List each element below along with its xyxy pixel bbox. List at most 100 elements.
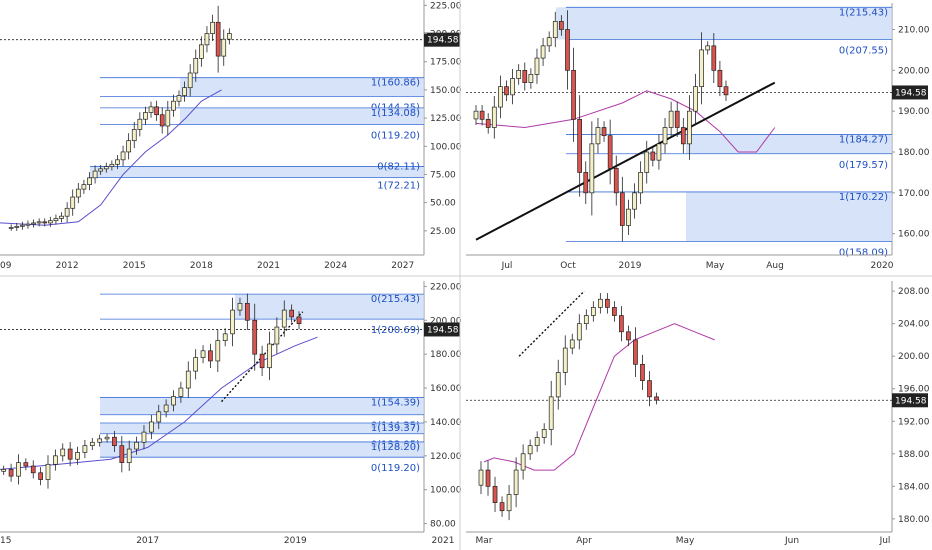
candle-body	[687, 110, 692, 145]
y-tick-label: 25.00	[430, 227, 456, 237]
candle-body	[516, 69, 522, 79]
candle-body	[97, 438, 103, 443]
fib-label: 1(139.37)	[371, 423, 420, 434]
y-tick-label: 175.00	[430, 58, 462, 68]
y-tick-label: 220.00	[430, 282, 462, 292]
candle-body	[607, 135, 613, 169]
candle-body	[226, 33, 232, 40]
current-price-label: 194.58	[895, 396, 927, 406]
candle-body	[632, 192, 637, 210]
candle-body	[513, 469, 519, 495]
y-tick-label: 160.00	[430, 384, 462, 394]
fib-label: 0(82.11)	[377, 161, 420, 172]
y-tick-label: 180.00	[430, 350, 462, 360]
candle-body	[528, 74, 534, 83]
candle-body	[104, 436, 110, 440]
y-tick-label: 204.00	[898, 320, 930, 330]
candle-body	[64, 207, 70, 217]
fib-label: 1(160.86)	[371, 78, 420, 89]
candle-body	[75, 188, 81, 198]
fib-label: 0(179.57)	[839, 160, 888, 171]
candle-body	[562, 347, 568, 373]
x-tick-label: 2021	[432, 536, 455, 546]
fib-band	[100, 441, 424, 458]
candle-body	[601, 127, 607, 137]
candle-body	[656, 143, 662, 161]
y-tick-label: 200.00	[430, 30, 462, 40]
current-price-badge	[424, 322, 460, 337]
fib-band	[686, 191, 892, 242]
candle-body	[134, 441, 139, 450]
candle-body	[590, 307, 596, 316]
candle-body	[626, 208, 631, 226]
y-tick-label: 100.00	[430, 142, 462, 152]
candle-body	[8, 227, 14, 229]
candle-body	[259, 353, 265, 369]
candle-body	[199, 44, 204, 59]
candle-body	[53, 455, 58, 465]
candle-body	[182, 87, 187, 96]
candle-body	[53, 218, 59, 222]
candle-body	[577, 118, 583, 173]
candle-body	[92, 170, 98, 179]
candle-body	[126, 140, 131, 153]
candle-body	[221, 38, 227, 57]
x-tick-label: Apr	[576, 536, 592, 546]
fib-band	[556, 7, 892, 40]
fib-band	[90, 166, 424, 178]
x-tick-label: 2021	[257, 261, 280, 271]
candle-body	[522, 69, 528, 83]
current-price-label: 194.58	[427, 36, 459, 46]
y-tick-label: 120.00	[430, 452, 462, 462]
y-tick-label: 160.00	[898, 230, 930, 240]
y-tick-label: 188.00	[898, 450, 930, 460]
y-tick-label: 150.00	[430, 86, 462, 96]
candle-body	[120, 151, 126, 161]
y-tick-label: 80.00	[430, 520, 456, 530]
candle-body	[148, 106, 154, 113]
candle-body	[193, 357, 199, 372]
fib-label: 0(207.55)	[839, 46, 888, 57]
candle-body	[36, 221, 42, 224]
candle-body	[565, 29, 570, 71]
candle-body	[638, 172, 643, 194]
candle-body	[583, 172, 589, 194]
fib-label: 1(72.21)	[377, 181, 420, 192]
candle-body	[156, 411, 162, 423]
x-tick-label: Jun	[784, 536, 799, 546]
fib-label: 1(134.08)	[371, 108, 420, 119]
fib-band	[180, 77, 424, 97]
candle-body	[60, 448, 66, 457]
candle-body	[187, 72, 193, 89]
current-price-label: 194.58	[427, 325, 459, 335]
candle-body	[541, 429, 547, 438]
y-tick-label: 200.00	[898, 66, 930, 76]
candle-body	[109, 163, 115, 167]
candle-body	[569, 339, 575, 349]
candle-body	[149, 421, 154, 433]
candle-body	[204, 33, 210, 46]
moving-average-line	[0, 89, 222, 226]
y-tick-label: 208.00	[898, 287, 930, 297]
candle-body	[171, 100, 176, 111]
candle-body	[16, 462, 21, 477]
candle-body	[504, 86, 509, 96]
candle-body	[717, 69, 723, 88]
candle-body	[119, 445, 125, 463]
candle-body	[23, 462, 29, 467]
candle-body	[540, 45, 546, 59]
candle-body	[555, 372, 561, 398]
candle-body	[498, 86, 503, 108]
fib-label: 0(158.09)	[839, 247, 888, 258]
candle-body	[595, 127, 601, 145]
candle-body	[131, 129, 137, 142]
x-tick-label: May	[676, 536, 695, 546]
candle-body	[165, 109, 171, 127]
candle-body	[82, 445, 88, 453]
x-tick-label: Aug	[766, 261, 784, 271]
candle-body	[534, 437, 540, 447]
fib-label: 1(154.39)	[371, 398, 420, 409]
candle-body	[296, 316, 302, 325]
candle-body	[208, 350, 213, 362]
candle-body	[267, 343, 272, 369]
